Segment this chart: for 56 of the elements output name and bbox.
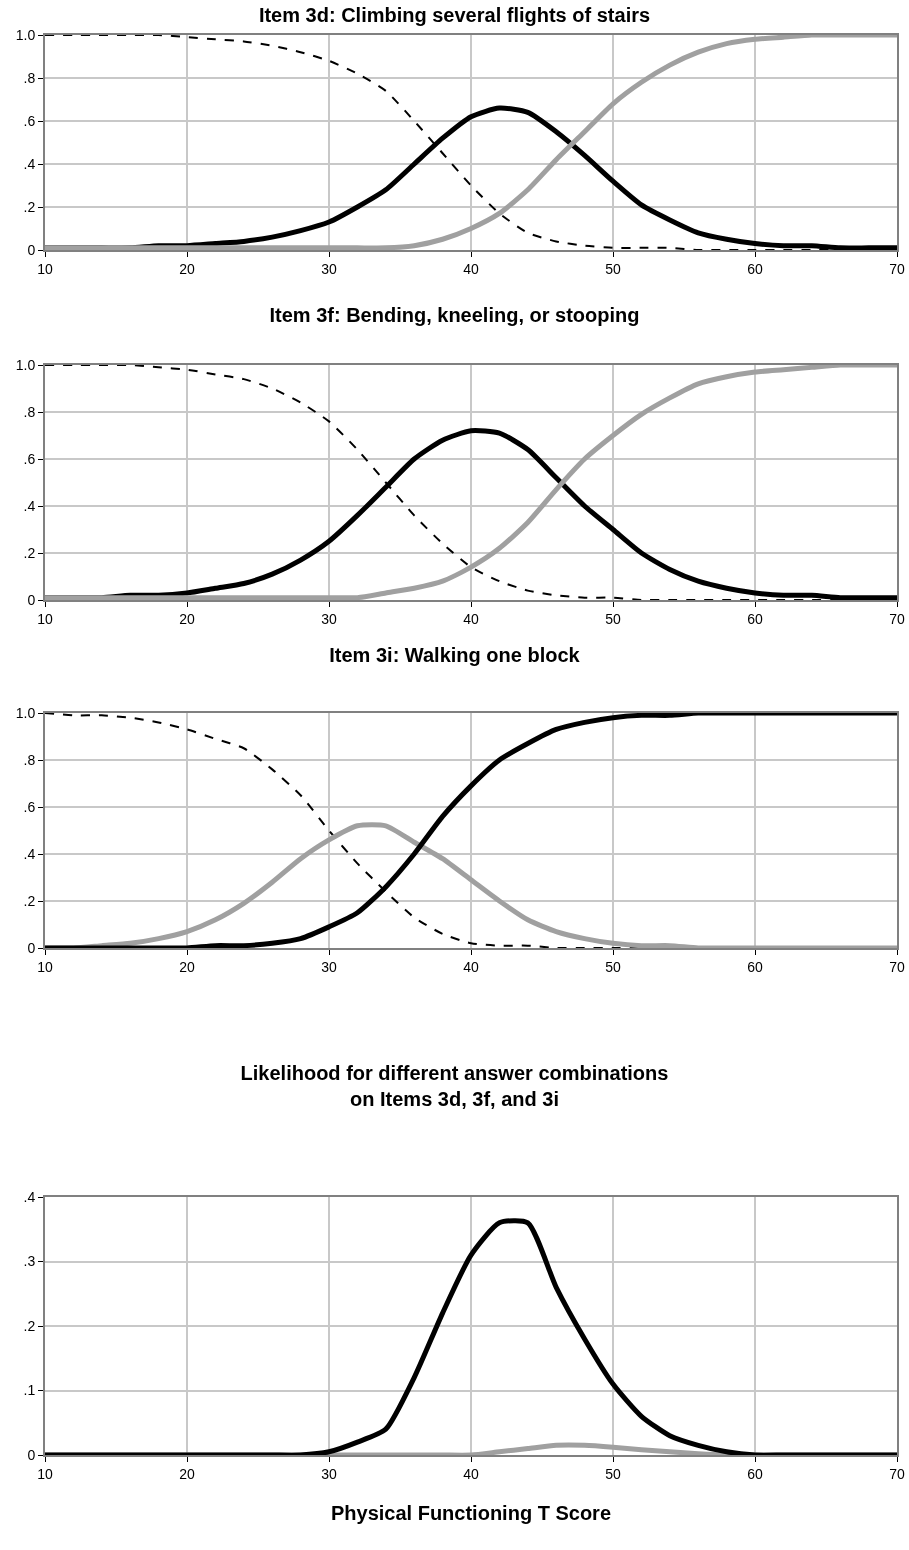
x-tick-label: 30: [321, 958, 337, 975]
y-tick-label: .1: [23, 1382, 36, 1399]
y-tick-label: .4: [23, 1188, 36, 1205]
y-tick-label: .4: [23, 845, 36, 862]
y-tick-label: 0: [27, 591, 36, 608]
y-tick-label: .4: [23, 155, 36, 172]
chart-title: Item 3f: Bending, kneeling, or stooping: [269, 304, 640, 326]
x-tick-label: 10: [37, 958, 53, 975]
y-tick-label: 0: [27, 939, 36, 956]
y-tick-label: .2: [23, 198, 36, 215]
y-tick-label: .3: [23, 1253, 36, 1270]
y-tick-label: 0: [27, 241, 36, 258]
y-tick-label: .4: [23, 497, 36, 514]
x-tick-label: 50: [605, 958, 621, 975]
y-tick-label: .2: [23, 544, 36, 561]
y-tick-label: 1.0: [15, 26, 36, 43]
x-tick-label: 70: [889, 610, 905, 627]
y-tick-label: .8: [23, 403, 36, 420]
x-tick-label: 10: [37, 610, 53, 627]
chart-title: Item 3i: Walking one block: [329, 644, 581, 666]
x-tick-label: 40: [463, 610, 479, 627]
x-tick-label: 10: [37, 1465, 53, 1482]
x-tick-label: 20: [179, 610, 195, 627]
y-tick-label: 0: [27, 1446, 36, 1463]
x-tick-label: 20: [179, 958, 195, 975]
chart-title: Likelihood for different answer combinations on Items 3d, 3f, and 3i: [240, 1062, 669, 1110]
x-tick-label: 50: [605, 610, 621, 627]
y-tick-label: .8: [23, 751, 36, 768]
x-tick-label: 70: [889, 260, 905, 277]
y-tick-label: .6: [23, 450, 36, 467]
x-tick-label: 20: [179, 260, 195, 277]
x-tick-label: 30: [321, 1465, 337, 1482]
x-tick-label: 10: [37, 260, 53, 277]
x-tick-label: 70: [889, 1465, 905, 1482]
y-tick-label: .2: [23, 1317, 36, 1334]
x-tick-label: 60: [747, 610, 763, 627]
x-tick-label: 40: [463, 260, 479, 277]
x-tick-label: 60: [747, 958, 763, 975]
y-tick-label: 1.0: [15, 356, 36, 373]
x-tick-label: 40: [463, 958, 479, 975]
y-tick-label: 1.0: [15, 704, 36, 721]
x-tick-label: 40: [463, 1465, 479, 1482]
x-axis-title: Physical Functioning T Score: [330, 1501, 612, 1524]
x-tick-label: 30: [321, 610, 337, 627]
x-tick-label: 50: [605, 1465, 621, 1482]
y-tick-label: .6: [23, 798, 36, 815]
y-tick-label: .2: [23, 892, 36, 909]
x-tick-label: 70: [889, 958, 905, 975]
y-tick-label: .8: [23, 69, 36, 86]
x-tick-label: 20: [179, 1465, 195, 1482]
x-tick-label: 60: [747, 1465, 763, 1482]
x-tick-label: 30: [321, 260, 337, 277]
x-tick-label: 60: [747, 260, 763, 277]
chart-title: Item 3d: Climbing several flights of stairs: [258, 4, 651, 26]
y-tick-label: .6: [23, 112, 36, 129]
x-tick-label: 50: [605, 260, 621, 277]
